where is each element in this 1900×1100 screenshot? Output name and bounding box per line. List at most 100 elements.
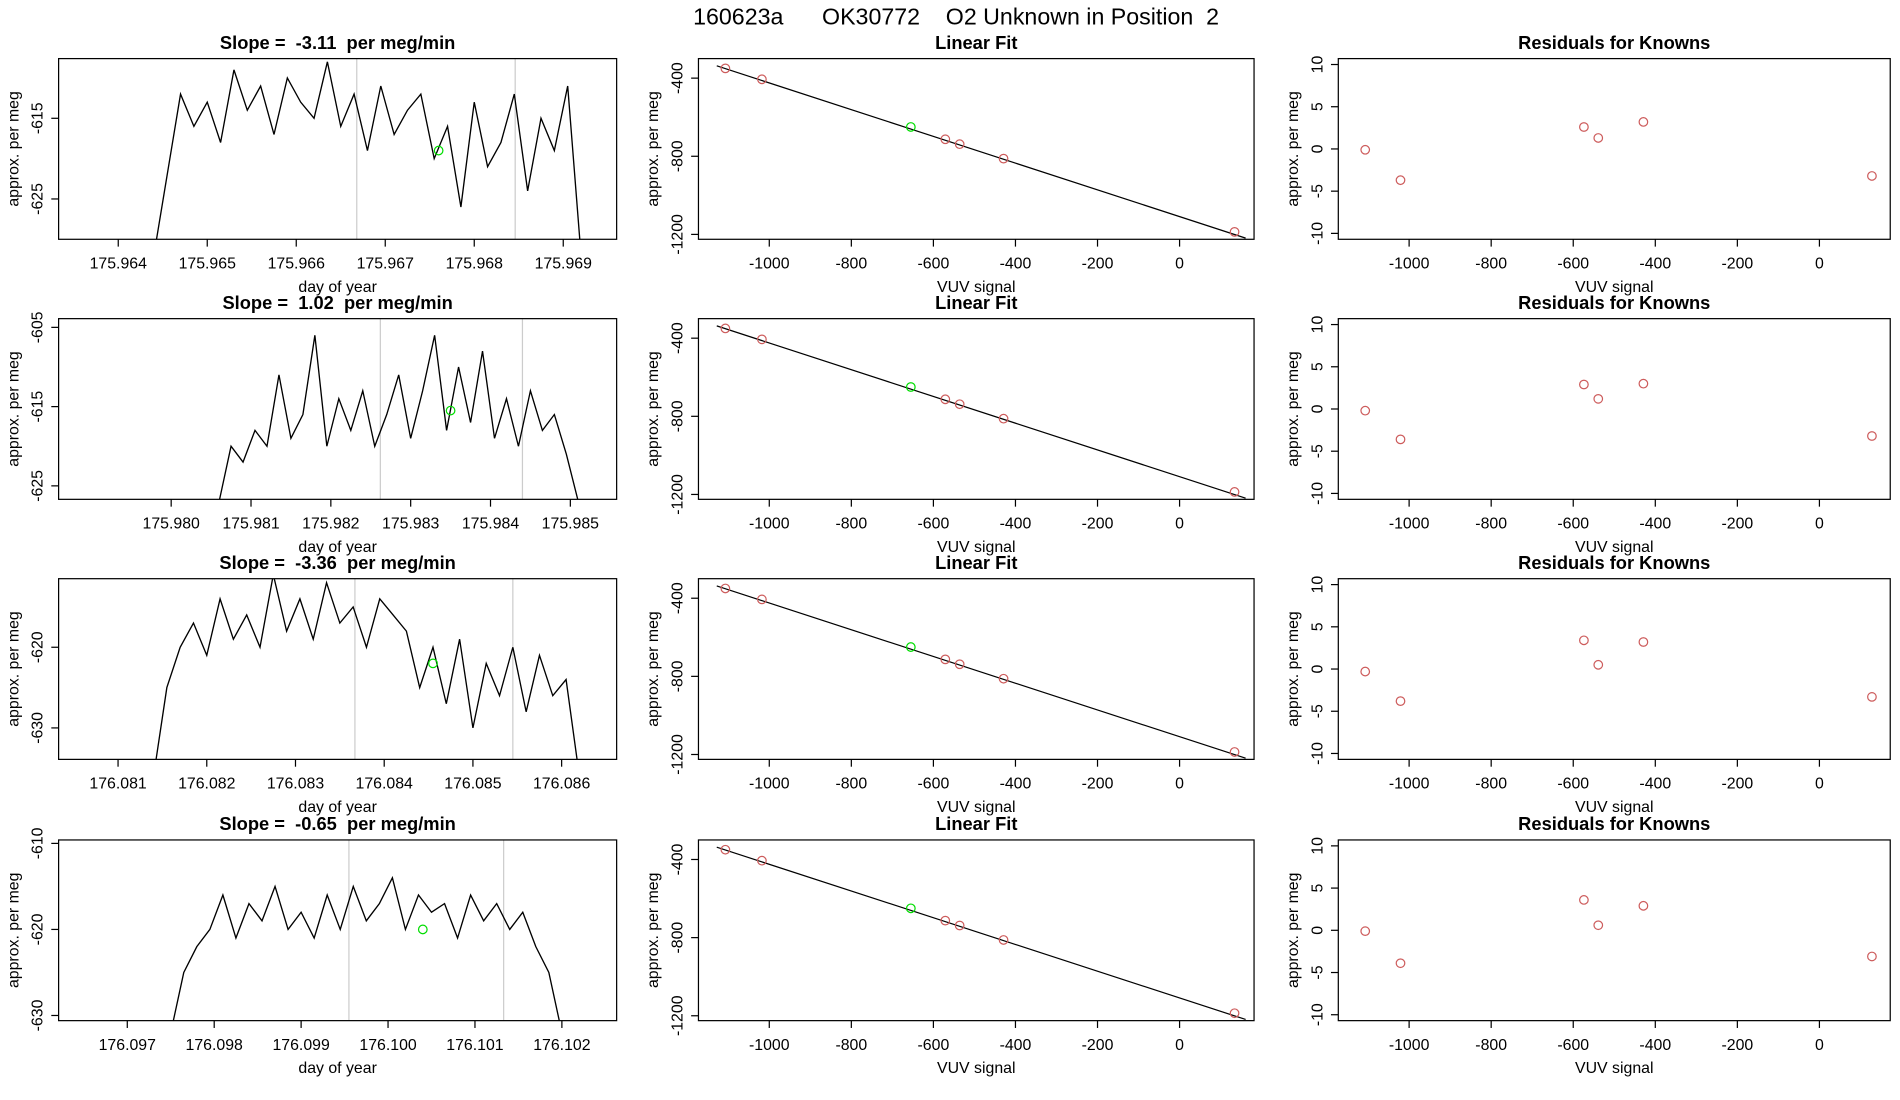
y-tick-label: -400 [670, 582, 687, 614]
x-tick-label: -600 [918, 256, 950, 273]
point [1867, 692, 1877, 702]
x-tick-label: -1000 [749, 776, 790, 793]
x-tick-label: -600 [1557, 256, 1589, 273]
x-tick-label: 175.982 [302, 516, 360, 533]
panel-title: Slope = -0.65 per meg/min [219, 813, 455, 834]
panel-title: Linear Fit [935, 552, 1017, 573]
plot-area [1360, 895, 1877, 969]
x-tick-label: -600 [918, 1037, 950, 1054]
main-title: 160623a OK30772 O2 Unknown in Position 2 [693, 3, 1219, 29]
x-tick-label: 0 [1815, 516, 1824, 533]
x-tick-label: -200 [1082, 776, 1114, 793]
x-tick-label: -1000 [1389, 256, 1430, 273]
x-tick-label: 0 [1175, 1037, 1184, 1054]
y-axis-label: approx. per meg [1285, 91, 1302, 206]
panel-title: Linear Fit [935, 292, 1017, 313]
point [1638, 117, 1649, 127]
point [940, 654, 951, 665]
point [1867, 951, 1877, 962]
trace-line [155, 61, 581, 240]
y-tick-label: -400 [670, 843, 687, 875]
x-axis-label: VUV signal [937, 799, 1015, 816]
x-axis-label: VUV signal [1575, 1060, 1653, 1077]
x-axis-label: VUV signal [1575, 799, 1653, 816]
point [1579, 122, 1589, 132]
point [1579, 379, 1589, 390]
y-tick-label: -5 [1309, 704, 1326, 718]
point [1867, 431, 1877, 441]
x-tick-label: -400 [1000, 776, 1032, 793]
x-tick-label: 175.965 [179, 256, 237, 273]
y-axis-label: approx. per meg [645, 351, 662, 466]
x-tick-label: 0 [1175, 256, 1184, 273]
fit-line [716, 65, 1246, 239]
point [1229, 1008, 1240, 1019]
plot-area [716, 844, 1246, 1021]
x-tick-label: 176.101 [446, 1037, 504, 1054]
y-tick-label: -800 [670, 922, 687, 954]
x-tick-label: -800 [835, 776, 867, 793]
plot-frame [58, 318, 618, 500]
x-axis-label: VUV signal [1575, 539, 1653, 556]
x-axis-label: VUV signal [1575, 279, 1653, 296]
x-tick-label: -800 [1475, 776, 1507, 793]
x-tick-label: -1000 [749, 1037, 790, 1054]
panel-title: Residuals for Knowns [1518, 813, 1710, 834]
point [757, 74, 767, 85]
plot-frame [697, 578, 1255, 760]
plot-frame [1337, 578, 1891, 760]
x-tick-label: 176.099 [272, 1037, 330, 1054]
x-axis-label: day of year [298, 799, 377, 816]
x-axis-label: VUV signal [937, 1060, 1015, 1077]
point [905, 122, 916, 132]
y-axis-label: approx. per meg [5, 91, 22, 206]
plot-area [716, 323, 1246, 499]
plot-frame [1337, 318, 1891, 500]
point [954, 399, 965, 410]
y-tick-label: -1200 [670, 474, 687, 515]
fit-line [716, 325, 1246, 499]
x-tick-label: -400 [1000, 516, 1032, 533]
point [1360, 405, 1371, 416]
x-tick-label: 176.082 [178, 776, 236, 793]
x-tick-label: 175.964 [90, 256, 148, 273]
x-tick-label: -400 [1639, 516, 1671, 533]
x-tick-label: -200 [1082, 1037, 1114, 1054]
point [1395, 958, 1406, 969]
x-tick-label: 176.081 [89, 776, 147, 793]
plot-frame [58, 839, 618, 1022]
y-tick-label: 10 [1309, 316, 1326, 334]
y-tick-label: -625 [30, 470, 47, 502]
y-tick-label: 5 [1309, 362, 1326, 371]
x-tick-label: 0 [1815, 776, 1824, 793]
y-tick-label: 10 [1309, 56, 1326, 74]
y-axis-label: approx. per meg [645, 91, 662, 206]
point [757, 334, 767, 345]
y-tick-label: -620 [30, 631, 47, 663]
y-tick-label: -10 [1309, 742, 1326, 765]
plot-frame [697, 839, 1255, 1022]
x-tick-label: 176.097 [99, 1037, 157, 1054]
point [1593, 659, 1604, 670]
plot-area [1360, 378, 1877, 445]
point [1579, 895, 1589, 905]
x-tick-label: 175.967 [357, 256, 415, 273]
y-axis-label: approx. per meg [1285, 611, 1302, 726]
x-tick-label: -800 [1475, 1037, 1507, 1054]
plot-area [172, 839, 560, 1021]
trace-line [218, 335, 579, 500]
y-tick-label: -1200 [670, 995, 687, 1036]
y-tick-label: -625 [30, 183, 47, 215]
point [720, 63, 731, 74]
y-tick-label: -400 [670, 62, 687, 94]
y-tick-label: 10 [1309, 837, 1326, 855]
x-tick-label: -400 [1639, 1037, 1671, 1054]
point [1579, 635, 1589, 646]
x-tick-label: -400 [1639, 776, 1671, 793]
point [1593, 920, 1604, 931]
x-tick-label: -200 [1082, 256, 1114, 273]
x-tick-label: -600 [1557, 1037, 1589, 1054]
panel-title: Residuals for Knowns [1518, 292, 1710, 313]
y-axis-label: approx. per meg [5, 873, 22, 988]
